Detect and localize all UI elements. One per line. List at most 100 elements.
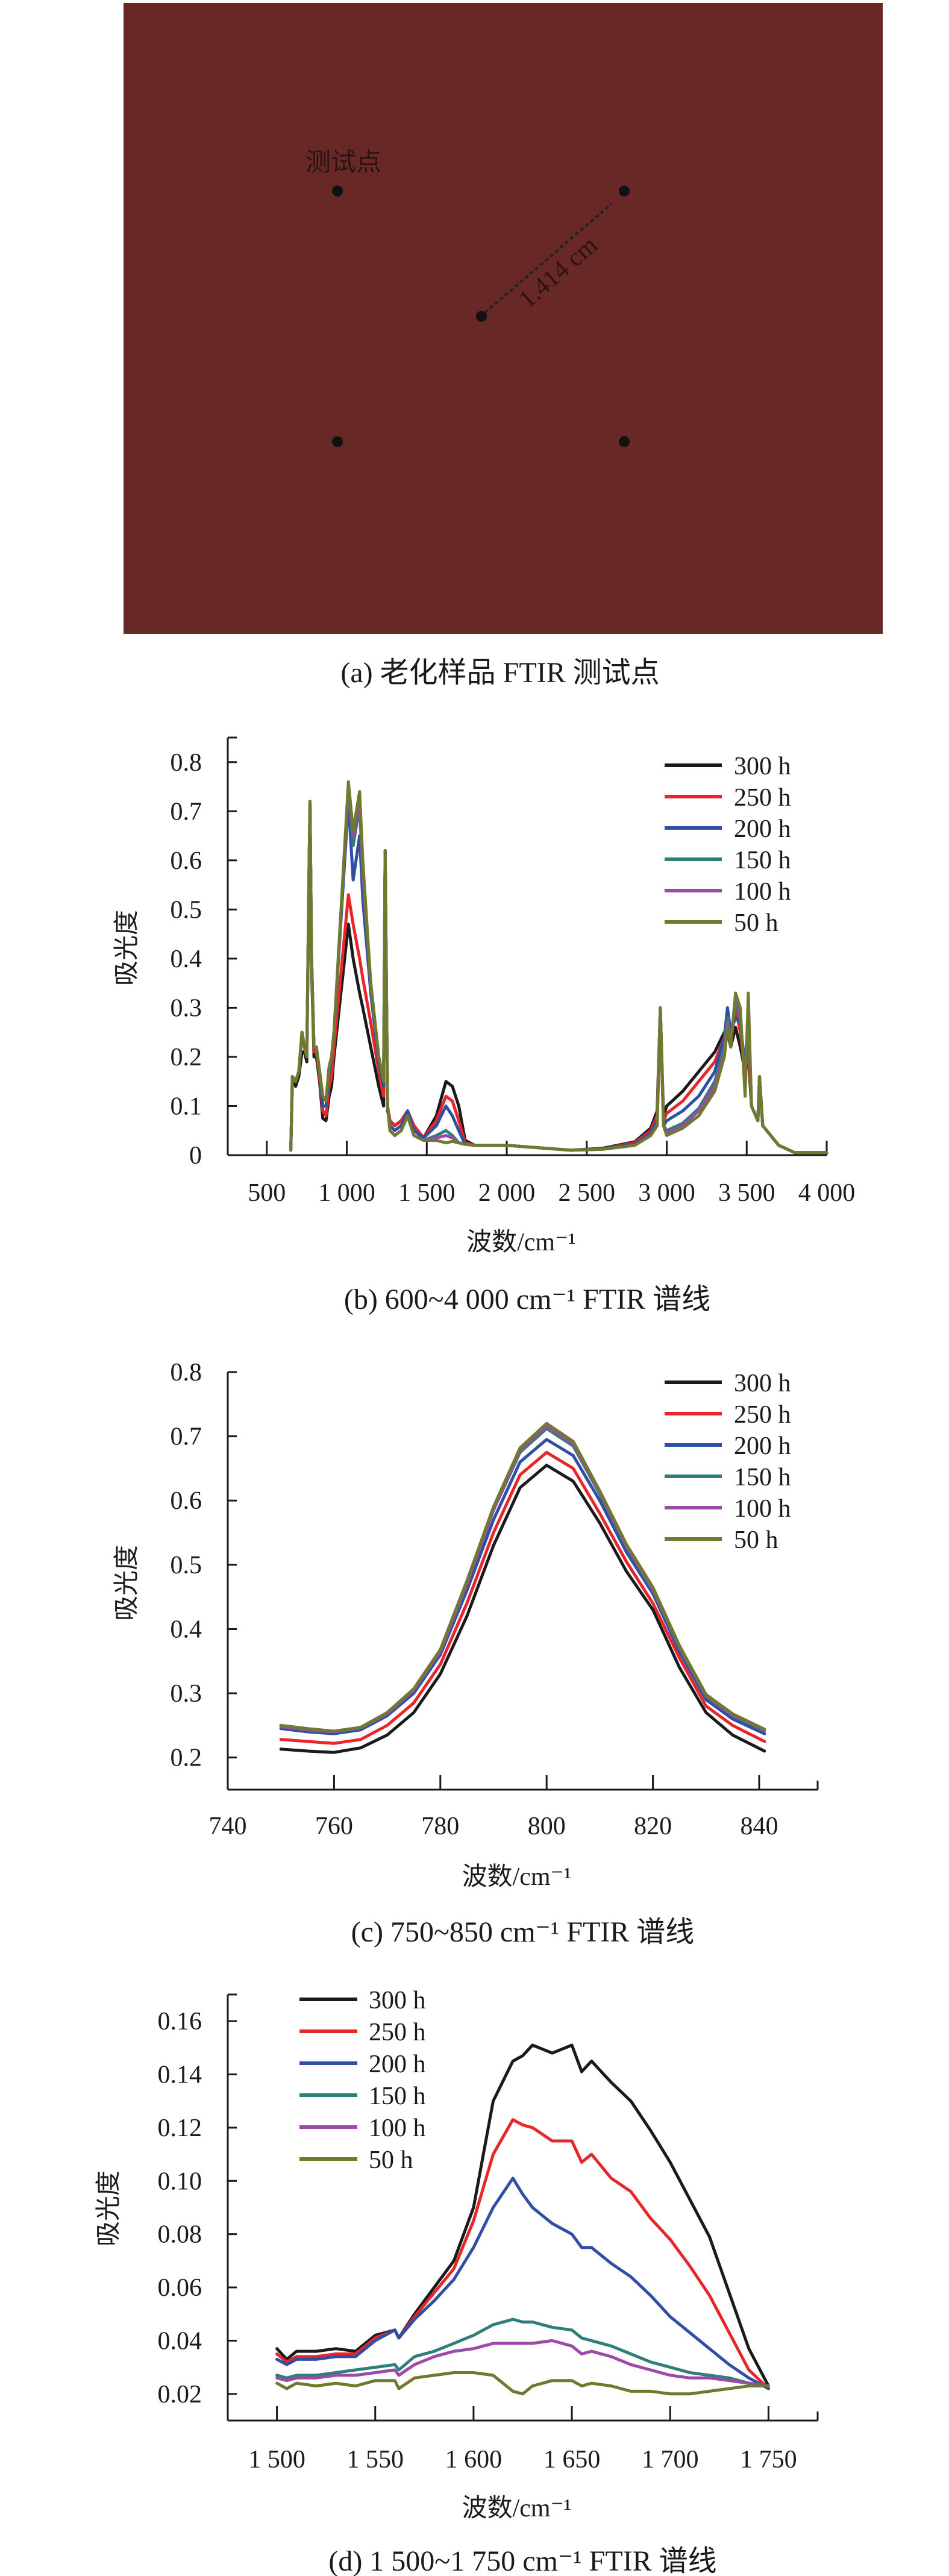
y-tick-label: 0.5 <box>171 1552 202 1579</box>
x-tick-label: 760 <box>315 1813 353 1840</box>
x-tick-label: 2 500 <box>559 1179 616 1207</box>
y-tick-label: 0.8 <box>171 1359 202 1387</box>
series-group <box>275 2043 770 2396</box>
x-tick-label: 1 550 <box>347 2446 404 2474</box>
x-tick-label: 820 <box>634 1813 672 1840</box>
series-line-150h <box>275 2317 770 2388</box>
series-line-300h <box>275 2043 770 2388</box>
x-tick-label: 3 500 <box>718 1179 775 1207</box>
x-tick-label: 3 000 <box>638 1179 695 1207</box>
y-tick-label: 0.4 <box>171 1615 202 1643</box>
panel-a: 测试点 1.414 cm (a) 老化样品 FTIR 测试点 <box>124 3 883 689</box>
test-point-marker <box>332 186 343 196</box>
series-line-250h <box>279 1450 766 1745</box>
series-group <box>289 780 828 1155</box>
series-line-50h <box>279 1421 766 1733</box>
y-tick-label: 0.12 <box>158 2114 202 2142</box>
series-line-100h <box>275 2339 770 2388</box>
test-point-markers <box>332 186 630 447</box>
x-tick-label: 1 650 <box>543 2446 601 2474</box>
y-tick-label: 0.14 <box>158 2061 202 2089</box>
legend-label: 50 h <box>734 1526 778 1554</box>
y-tick-label: 0.2 <box>171 1744 202 1772</box>
legend: 300 h 250 h 200 h 150 h 100 h 50 h <box>665 1370 791 1554</box>
legend-label: 50 h <box>734 909 778 937</box>
y-tick-label: 0.3 <box>171 994 202 1022</box>
x-axis-title: 波数/cm⁻¹ <box>462 2495 572 2522</box>
y-axis-title: 吸光度 <box>95 2170 123 2246</box>
x-axis-title: 波数/cm⁻¹ <box>466 1229 576 1256</box>
series-line-200h <box>279 1438 766 1735</box>
y-tick-label: 0.8 <box>171 749 202 777</box>
y-tick-label: 0.1 <box>171 1092 202 1120</box>
test-point-marker <box>332 436 343 447</box>
charts: 0 0.1 0.2 0.3 0.4 0.5 0.6 0.7 0.8 500 1 000 1 500 2 … <box>95 736 856 2576</box>
legend-label: 250 h <box>734 784 791 812</box>
x-tick-label: 4 000 <box>798 1179 856 1207</box>
x-tick-label: 500 <box>248 1179 286 1207</box>
y-tick-label: 0.7 <box>171 1423 202 1451</box>
legend-label: 100 h <box>734 878 791 906</box>
y-tick-label: 0.04 <box>158 2327 202 2355</box>
series-group <box>279 1421 766 1754</box>
y-tick-label: 0 <box>189 1142 202 1170</box>
legend-label: 300 h <box>369 1987 426 2014</box>
legend-label: 250 h <box>734 1401 791 1429</box>
legend-label: 150 h <box>734 847 791 874</box>
caption-d: (d) 1 500~1 750 cm⁻¹ FTIR 谱线 <box>328 2545 716 2576</box>
x-tick-label: 1 500 <box>248 2446 305 2474</box>
legend-label: 300 h <box>734 1370 791 1397</box>
x-tick-label: 1 000 <box>318 1179 375 1207</box>
caption-c: (c) 750~850 cm⁻¹ FTIR 谱线 <box>351 1916 695 1948</box>
y-tick-label: 0.5 <box>171 896 202 924</box>
test-point-marker <box>619 186 630 196</box>
y-tick-label: 0.4 <box>171 945 202 973</box>
x-tick-label: 1 500 <box>398 1179 456 1207</box>
y-tick-label: 0.6 <box>171 847 202 875</box>
legend-label: 200 h <box>369 2051 426 2078</box>
legend-label: 250 h <box>369 2019 426 2046</box>
y-tick-label: 0.06 <box>158 2274 202 2302</box>
series-line-50h <box>289 780 828 1155</box>
legend: 300 h 250 h 200 h 150 h 100 h 50 h <box>299 1987 426 2174</box>
distance-dashed-line <box>484 202 613 314</box>
chart-b: 0 0.1 0.2 0.3 0.4 0.5 0.6 0.7 0.8 500 1 000 1 500 2 … <box>113 736 856 1315</box>
chart-d: 0.02 0.04 0.06 0.08 0.10 0.12 0.14 0.16 1 500 1 5… <box>95 1987 819 2576</box>
test-point-marker <box>476 311 487 322</box>
test-point-label: 测试点 <box>305 149 381 177</box>
chart-c: 0.2 0.3 0.4 0.5 0.6 0.7 0.8 740 760 780 800 820 840 吸… <box>113 1359 819 1948</box>
x-tick-label: 780 <box>421 1813 459 1840</box>
series-line-300h <box>279 1464 766 1754</box>
y-tick-label: 0.2 <box>171 1044 202 1071</box>
legend-label: 300 h <box>734 753 791 780</box>
y-tick-label: 0.16 <box>158 2008 202 2035</box>
x-tick-label: 840 <box>740 1813 778 1840</box>
x-tick-label: 800 <box>528 1813 566 1840</box>
y-tick-label: 0.08 <box>158 2221 202 2249</box>
x-tick-label: 1 750 <box>740 2446 797 2474</box>
legend-label: 100 h <box>734 1495 791 1523</box>
y-tick-label: 0.10 <box>158 2167 202 2195</box>
x-tick-label: 1 700 <box>642 2446 699 2474</box>
caption-b: (b) 600~4 000 cm⁻¹ FTIR 谱线 <box>344 1283 710 1315</box>
legend: 300 h 250 h 200 h 150 h 100 h 50 h <box>665 753 791 937</box>
y-axis-title: 吸光度 <box>113 1545 141 1621</box>
y-tick-label: 0.02 <box>158 2381 202 2408</box>
aged-sample-photo <box>124 3 883 634</box>
x-axis-title: 波数/cm⁻¹ <box>462 1863 572 1891</box>
legend-label: 150 h <box>734 1464 791 1491</box>
series-line-200h <box>275 2176 770 2390</box>
y-tick-label: 0.6 <box>171 1487 202 1515</box>
legend-label: 100 h <box>369 2114 426 2142</box>
series-line-250h <box>275 2118 770 2390</box>
y-axis-title: 吸光度 <box>113 910 141 986</box>
y-tick-label: 0.3 <box>171 1680 202 1708</box>
series-line-50h <box>275 2371 770 2396</box>
legend-label: 200 h <box>734 815 791 843</box>
caption-a: (a) 老化样品 FTIR 测试点 <box>340 657 659 689</box>
y-tick-label: 0.7 <box>171 798 202 826</box>
legend-label: 50 h <box>369 2146 413 2174</box>
x-tick-label: 2 000 <box>478 1179 536 1207</box>
legend-label: 200 h <box>734 1432 791 1460</box>
